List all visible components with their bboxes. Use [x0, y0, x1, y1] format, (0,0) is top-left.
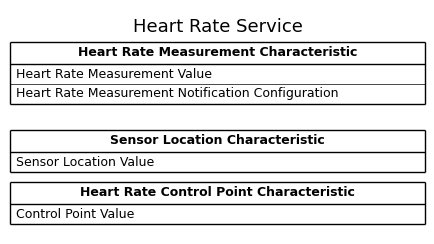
Text: Heart Rate Service: Heart Rate Service [132, 18, 302, 36]
Text: Sensor Location Characteristic: Sensor Location Characteristic [110, 134, 324, 148]
Text: Heart Rate Measurement Characteristic: Heart Rate Measurement Characteristic [78, 47, 356, 60]
Text: Sensor Location Value: Sensor Location Value [16, 155, 154, 169]
Text: Heart Rate Control Point Characteristic: Heart Rate Control Point Characteristic [80, 186, 354, 200]
Text: Control Point Value: Control Point Value [16, 207, 134, 221]
Text: Heart Rate Measurement Notification Configuration: Heart Rate Measurement Notification Conf… [16, 88, 338, 101]
Text: Heart Rate Measurement Value: Heart Rate Measurement Value [16, 68, 211, 81]
